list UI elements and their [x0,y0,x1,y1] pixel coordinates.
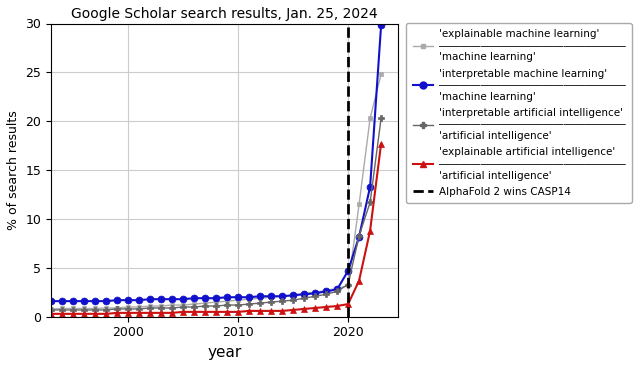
Title: Google Scholar search results, Jan. 25, 2024: Google Scholar search results, Jan. 25, … [71,7,378,21]
Legend: 'explainable machine learning'
――――――――――――――――――
'machine learning', 'interpret: 'explainable machine learning' ―――――――――… [406,23,632,203]
X-axis label: year: year [207,345,241,360]
Y-axis label: % of search results: % of search results [7,110,20,230]
